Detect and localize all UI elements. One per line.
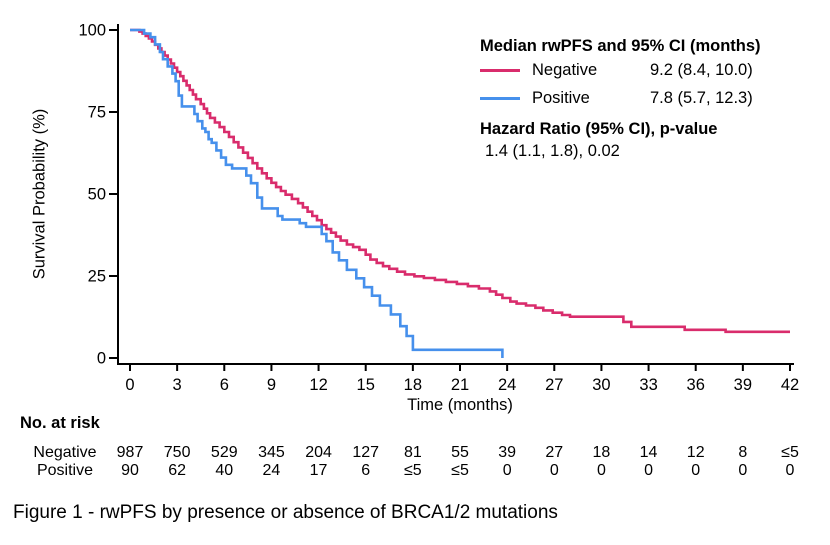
risk-value-negative-m21: 55 (451, 444, 469, 461)
y-tick-label: 0 (97, 350, 106, 368)
y-axis-title: Survival Probability (%) (30, 108, 49, 280)
risk-value-negative-m36: 12 (686, 444, 705, 461)
risk-value-positive-m3: 62 (168, 462, 187, 479)
risk-value-positive-m36: 0 (691, 462, 701, 479)
x-tick-label: 18 (404, 376, 422, 394)
legend-row-negative: Negative 9.2 (8.4, 10.0) (480, 56, 810, 85)
x-tick-label: 24 (498, 376, 516, 394)
risk-table-header: No. at risk (20, 414, 100, 432)
risk-value-negative-m9: 345 (258, 444, 285, 461)
positive-line-swatch (480, 97, 520, 101)
risk-value-negative-m18: 81 (403, 444, 422, 461)
x-tick-label: 33 (639, 376, 657, 394)
survival-curve-positive (130, 28, 504, 358)
x-tick-label: 30 (592, 376, 610, 394)
y-tick-label: 50 (88, 186, 106, 204)
risk-value-positive-m9: 24 (262, 462, 281, 479)
risk-value-positive-m21: ≤5 (451, 462, 469, 479)
legend-label-positive: Positive (532, 89, 590, 108)
hazard-ratio-value: 1.4 (1.1, 1.8), 0.02 (485, 142, 620, 160)
y-tick-label: 25 (88, 268, 106, 286)
risk-value-negative-m27: 27 (545, 444, 564, 461)
legend-median-negative: 9.2 (8.4, 10.0) (650, 60, 753, 79)
risk-value-negative-m39: 8 (738, 444, 748, 461)
x-tick-label: 9 (267, 376, 276, 394)
x-tick-label: 0 (125, 376, 134, 394)
x-tick-label: 12 (309, 376, 327, 394)
legend-title: Median rwPFS and 95% CI (months) (480, 37, 761, 55)
x-tick-label: 21 (451, 376, 469, 394)
legend-row-positive: Positive 7.8 (5.7, 12.3) (480, 85, 810, 114)
hazard-ratio-title: Hazard Ratio (95% CI), p-value (480, 120, 718, 138)
x-tick-label: 36 (687, 376, 705, 394)
risk-value-negative-m30: 18 (592, 444, 611, 461)
survival-curve-negative (130, 28, 790, 334)
x-tick-label: 27 (545, 376, 563, 394)
risk-value-positive-m42: 0 (785, 462, 795, 479)
negative-line-swatch (480, 68, 520, 72)
risk-value-positive-m18: ≤5 (404, 462, 422, 479)
risk-value-positive-m0: 90 (121, 462, 139, 479)
risk-value-positive-m30: 0 (596, 462, 606, 479)
x-axis-title: Time (months) (407, 396, 513, 414)
risk-row-label-positive: Positive (36, 462, 94, 479)
x-tick-label: 39 (734, 376, 752, 394)
risk-value-positive-m27: 0 (549, 462, 559, 479)
legend: Median rwPFS and 95% CI (months) Negativ… (480, 36, 810, 162)
risk-value-positive-m39: 0 (738, 462, 748, 479)
x-tick-label: 42 (781, 376, 799, 394)
risk-value-negative-m42: ≤5 (781, 444, 799, 461)
risk-value-negative-m0: 987 (116, 444, 144, 461)
risk-value-negative-m6: 529 (210, 444, 238, 461)
risk-value-positive-m12: 17 (309, 462, 328, 479)
x-tick-label: 3 (173, 376, 182, 394)
risk-row-label-negative: Negative (33, 444, 97, 461)
risk-value-positive-m24: 0 (502, 462, 512, 479)
risk-value-positive-m6: 40 (215, 462, 234, 479)
x-tick-label: 15 (357, 376, 375, 394)
risk-value-negative-m24: 39 (498, 444, 517, 461)
risk-value-negative-m12: 204 (305, 444, 332, 461)
legend-label-negative: Negative (532, 60, 598, 79)
risk-value-negative-m15: 127 (352, 444, 380, 461)
figure-caption: Figure 1 - rwPFS by presence or absence … (13, 502, 558, 523)
risk-value-positive-m15: 6 (361, 462, 371, 479)
axis-lines (117, 24, 794, 365)
risk-value-negative-m33: 14 (639, 444, 658, 461)
legend-median-positive: 7.8 (5.7, 12.3) (650, 89, 753, 108)
y-tick-label: 100 (78, 22, 106, 40)
y-tick-label: 75 (88, 104, 106, 122)
risk-value-positive-m33: 0 (644, 462, 654, 479)
risk-value-negative-m3: 750 (163, 444, 191, 461)
x-tick-label: 6 (220, 376, 229, 394)
